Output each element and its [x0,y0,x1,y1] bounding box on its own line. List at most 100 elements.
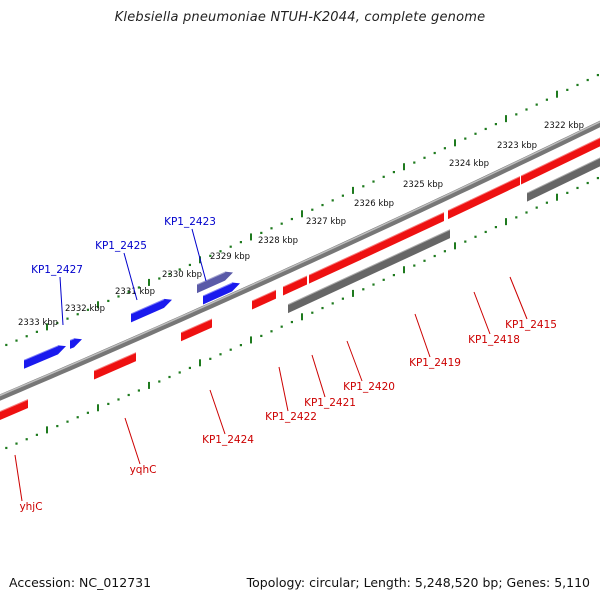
gene-label-reverse[interactable]: KP1_2421 [304,397,356,409]
gene-kp1-2422[interactable] [251,288,277,310]
minor-tick [331,199,334,202]
minor-tick [566,191,569,194]
minor-tick [76,416,79,419]
minor-tick [545,201,548,204]
label-leader-line [473,291,491,335]
minor-tick [188,263,191,267]
gene-label-reverse[interactable]: KP1_2418 [468,334,520,346]
label-leaders [14,228,528,502]
label-leader-line [191,228,207,282]
gene-kp1-2415[interactable] [520,136,600,185]
gene-label-reverse[interactable]: KP1_2419 [409,357,461,369]
minor-tick [423,259,426,262]
minor-tick [127,393,130,397]
scale-label: 2324 kbp [449,159,489,169]
gene-label-reverse[interactable]: KP1_2420 [343,381,395,393]
minor-tick [413,264,416,267]
minor-tick [290,320,293,324]
gene-kp1-2418-a[interactable] [447,198,471,220]
minor-tick [596,176,599,180]
minor-tick [188,366,191,370]
feature-grey-2[interactable] [526,156,600,202]
minor-tick [413,161,416,164]
minor-tick [117,398,120,401]
scale-label: 2322 kbp [544,121,584,131]
gene-kp1-2424[interactable] [180,317,213,342]
minor-tick [260,231,263,235]
minor-tick [219,250,222,253]
gene-kp1-2427-b[interactable] [69,337,82,349]
label-leader-line [346,340,363,382]
gene-features [0,136,600,422]
minor-tick [586,181,589,185]
scale-label: 2327 kbp [306,217,346,227]
scale-label: 2333 kbp [18,318,58,328]
gene-label-reverse[interactable]: KP1_2415 [505,319,557,331]
minor-tick [86,308,89,311]
minor-tick [117,295,120,298]
minor-tick [311,311,314,314]
gene-kp1-2420[interactable] [308,249,362,284]
minor-tick [321,203,324,207]
gene-kp1-2418-b[interactable] [469,175,521,209]
minor-tick [137,286,140,289]
map-title: Klebsiella pneumoniae NTUH-K2044, comple… [114,10,486,25]
gene-kp1-2425[interactable] [130,297,172,323]
minor-tick [484,127,487,131]
gene-kp1-2421[interactable] [282,274,308,296]
minor-tick [596,73,599,77]
minor-tick [433,151,436,155]
feature-grey-1[interactable] [287,228,451,314]
gene-label-reverse[interactable]: KP1_2422 [265,411,317,423]
gene-kp1-2427-a[interactable] [23,344,66,369]
minor-tick [209,357,212,360]
minor-tick [535,206,538,209]
minor-tick [372,180,375,183]
gene-kp1-2419[interactable] [359,211,445,261]
gene-label-reverse[interactable]: yqhC [130,464,157,476]
minor-tick [86,411,89,414]
minor-tick [56,321,59,325]
gene-kp1-2423-b[interactable] [202,281,240,305]
minor-tick [576,83,579,87]
minor-tick [474,235,477,238]
minor-tick [127,290,130,294]
minor-tick [392,273,395,277]
minor-tick [372,283,375,286]
minor-tick [158,380,161,383]
minor-tick [35,433,38,436]
gene-label-forward[interactable]: KP1_2423 [164,216,216,228]
backbone-line [0,120,600,401]
minor-tick [464,240,467,243]
minor-tick [464,137,467,140]
minor-tick [137,389,140,392]
gene-label-forward[interactable]: KP1_2427 [31,264,83,276]
minor-tick [392,170,395,174]
minor-tick [25,438,28,441]
minor-tick [158,277,161,280]
minor-tick [15,442,18,445]
minor-tick [35,330,38,333]
label-leader-line [124,417,141,465]
gene-label-reverse[interactable]: yhjC [19,501,42,513]
minor-tick [443,147,446,150]
gene-yqhc[interactable] [93,351,137,380]
minor-tick [178,371,181,374]
minor-tick [494,122,497,126]
minor-tick [280,325,283,328]
gene-kp1-2423-a[interactable] [196,270,233,294]
minor-tick [341,194,344,197]
minor-tick [270,330,273,333]
genome-backbone [0,120,600,401]
minor-tick [321,306,324,310]
minor-tick [168,375,171,379]
gene-yhjc[interactable] [0,398,29,422]
gene-label-reverse[interactable]: KP1_2424 [202,434,254,446]
label-leader-line [509,276,528,320]
label-leader-line [414,313,431,358]
gene-label-forward[interactable]: KP1_2425 [95,240,147,252]
minor-tick [433,254,436,258]
minor-tick [494,225,497,229]
